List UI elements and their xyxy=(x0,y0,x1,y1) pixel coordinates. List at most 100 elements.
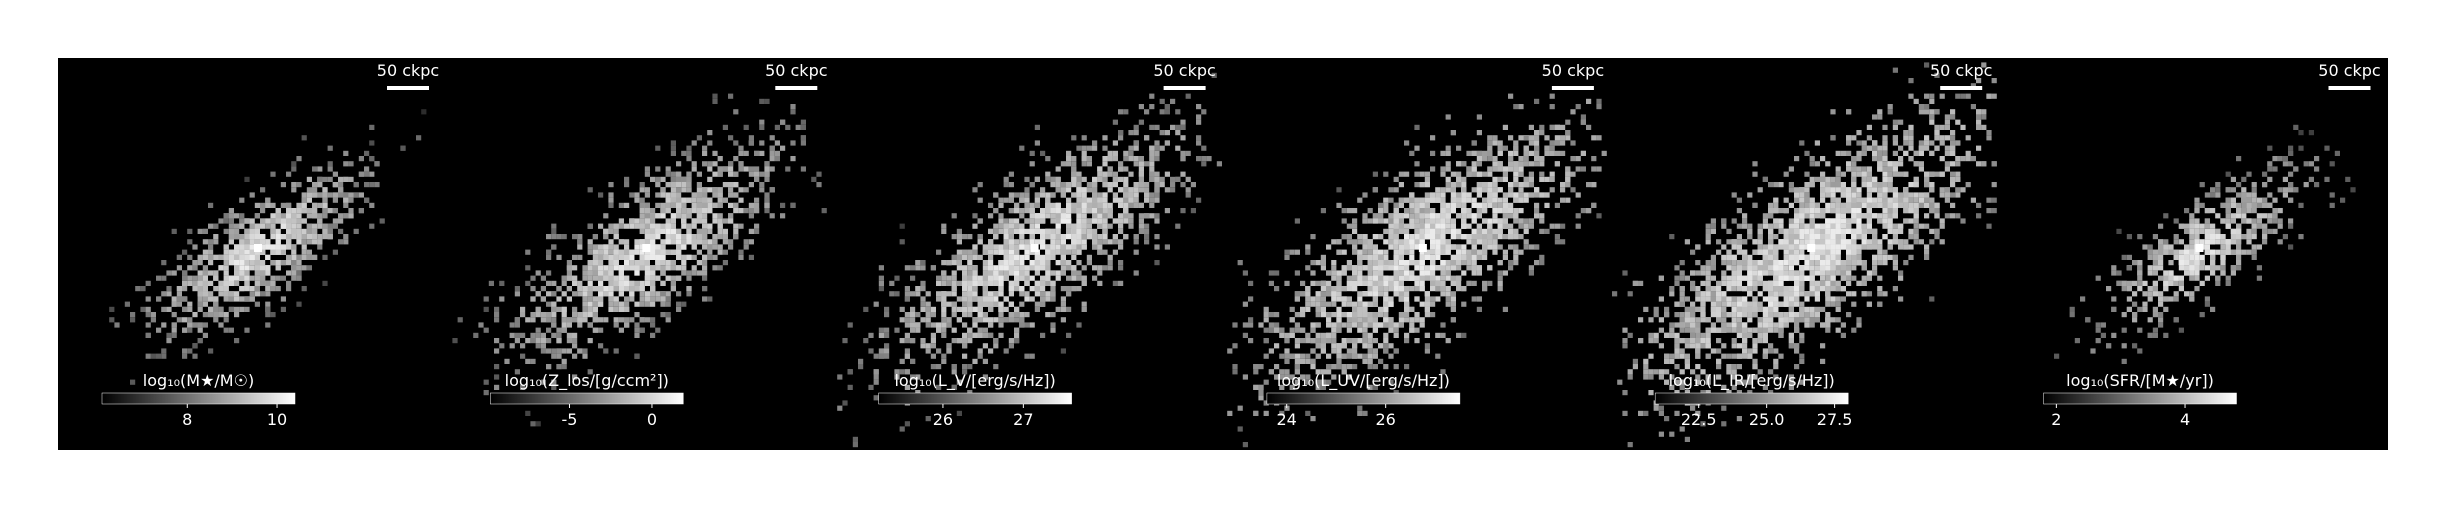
pixel xyxy=(1149,192,1154,197)
pixel xyxy=(1362,281,1367,286)
pixel xyxy=(1477,161,1482,166)
pixel xyxy=(1518,208,1523,213)
pixel xyxy=(733,140,738,145)
pixel xyxy=(1019,198,1024,203)
pixel xyxy=(166,270,171,275)
pixel xyxy=(1082,151,1087,156)
pixel xyxy=(250,224,255,229)
pixel xyxy=(1404,234,1409,239)
pixel xyxy=(1368,276,1373,281)
pixel xyxy=(1097,265,1102,270)
pixel xyxy=(1503,224,1508,229)
pixel xyxy=(1544,192,1549,197)
pixel xyxy=(718,166,723,171)
pixel xyxy=(816,172,821,177)
pixel xyxy=(177,291,182,296)
pixel xyxy=(244,265,249,270)
pixel xyxy=(614,348,619,353)
pixel xyxy=(1383,172,1388,177)
pixel xyxy=(562,328,567,333)
pixel xyxy=(1498,260,1503,265)
pixel xyxy=(322,203,327,208)
pixel xyxy=(192,354,197,359)
pixel xyxy=(676,255,681,260)
pixel xyxy=(1019,291,1024,296)
pixel xyxy=(619,276,624,281)
pixel xyxy=(146,322,151,327)
pixel xyxy=(541,296,546,301)
pixel xyxy=(224,213,229,218)
pixel xyxy=(1024,270,1029,275)
pixel xyxy=(1087,161,1092,166)
pixel xyxy=(1123,198,1128,203)
pixel xyxy=(1149,213,1154,218)
pixel xyxy=(1446,338,1451,343)
pixel xyxy=(525,317,530,322)
pixel xyxy=(681,260,686,265)
pixel xyxy=(1487,218,1492,223)
pixel xyxy=(676,244,681,249)
pixel xyxy=(1461,224,1466,229)
pixel xyxy=(1019,322,1024,327)
pixel xyxy=(172,296,177,301)
pixel xyxy=(588,291,593,296)
pixel xyxy=(1560,125,1565,130)
pixel xyxy=(936,281,941,286)
pixel xyxy=(1144,182,1149,187)
pixel xyxy=(1092,203,1097,208)
pixel xyxy=(1009,172,1014,177)
pixel xyxy=(1456,146,1461,151)
pixel xyxy=(988,291,993,296)
pixel xyxy=(536,270,541,275)
pixel xyxy=(1113,172,1118,177)
pixel xyxy=(764,99,769,104)
pixel xyxy=(598,281,603,286)
pixel xyxy=(151,317,156,322)
pixel xyxy=(993,364,998,369)
pixel xyxy=(681,151,686,156)
pixel xyxy=(614,276,619,281)
pixel xyxy=(1430,255,1435,260)
pixel xyxy=(603,250,608,255)
pixel xyxy=(728,244,733,249)
pixel xyxy=(1321,286,1326,291)
pixel xyxy=(676,208,681,213)
pixel xyxy=(1461,161,1466,166)
pixel xyxy=(291,224,296,229)
pixel xyxy=(1446,296,1451,301)
pixel xyxy=(1565,172,1570,177)
pixel xyxy=(161,322,166,327)
pixel xyxy=(562,307,567,312)
pixel xyxy=(1472,198,1477,203)
pixel xyxy=(1144,187,1149,192)
pixel xyxy=(1508,151,1513,156)
pixel xyxy=(1118,109,1123,114)
pixel xyxy=(1352,239,1357,244)
pixel xyxy=(1461,255,1466,260)
pixel xyxy=(577,317,582,322)
pixel xyxy=(229,224,234,229)
pixel xyxy=(1518,218,1523,223)
pixel xyxy=(1404,172,1409,177)
pixel xyxy=(926,307,931,312)
pixel xyxy=(322,234,327,239)
pixel xyxy=(1004,234,1009,239)
pixel xyxy=(536,291,541,296)
pixel xyxy=(614,296,619,301)
pixel xyxy=(1243,270,1248,275)
pixel xyxy=(208,307,213,312)
pixel xyxy=(853,437,858,442)
pixel xyxy=(744,187,749,192)
pixel xyxy=(1201,109,1206,114)
pixel xyxy=(224,229,229,234)
pixel xyxy=(1191,208,1196,213)
pixel xyxy=(1394,270,1399,275)
pixel xyxy=(915,328,920,333)
pixel xyxy=(302,203,307,208)
pixel xyxy=(998,276,1003,281)
pixel xyxy=(364,172,369,177)
pixel xyxy=(265,291,270,296)
pixel xyxy=(1004,260,1009,265)
pixel xyxy=(1050,229,1055,234)
pixel xyxy=(1154,234,1159,239)
